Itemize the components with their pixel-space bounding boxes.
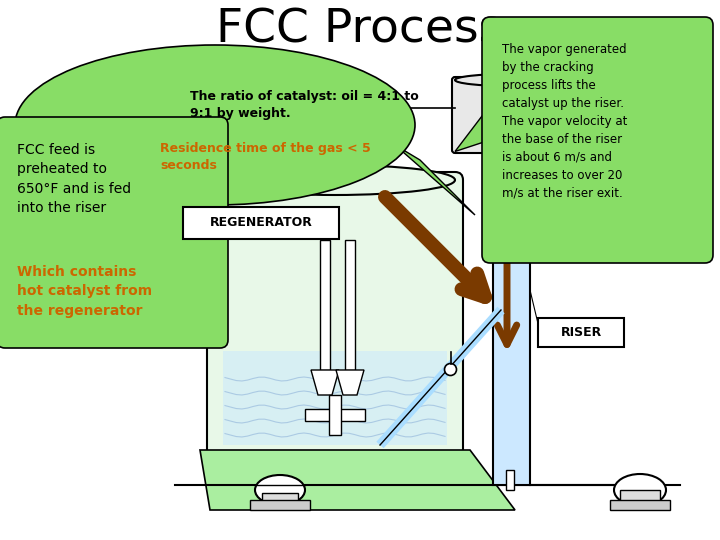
Bar xyxy=(620,490,660,502)
Bar xyxy=(262,493,298,505)
FancyBboxPatch shape xyxy=(207,172,463,458)
Bar xyxy=(305,409,365,421)
Ellipse shape xyxy=(614,474,666,506)
FancyBboxPatch shape xyxy=(183,207,339,239)
FancyBboxPatch shape xyxy=(482,17,713,263)
Bar xyxy=(505,55,515,83)
Bar xyxy=(506,470,514,490)
Text: RISER: RISER xyxy=(560,326,602,339)
Bar xyxy=(500,52,520,58)
Ellipse shape xyxy=(505,52,515,58)
Text: FCC feed is
preheated to
650°F and is fed
into the riser: FCC feed is preheated to 650°F and is fe… xyxy=(17,143,131,215)
Text: Which contains
hot catalyst from
the regenerator: Which contains hot catalyst from the reg… xyxy=(17,265,152,318)
Text: Residence time of the gas < 5
seconds: Residence time of the gas < 5 seconds xyxy=(160,142,371,172)
Bar xyxy=(250,500,310,510)
Polygon shape xyxy=(200,450,515,510)
Bar xyxy=(345,240,355,370)
FancyBboxPatch shape xyxy=(0,117,228,348)
Ellipse shape xyxy=(215,165,455,195)
Polygon shape xyxy=(311,370,339,395)
Bar xyxy=(493,105,530,485)
Bar xyxy=(514,115,522,145)
FancyBboxPatch shape xyxy=(452,77,568,153)
Polygon shape xyxy=(395,145,475,215)
Bar xyxy=(329,395,341,435)
Text: REGENERATOR: REGENERATOR xyxy=(210,217,312,230)
Bar xyxy=(610,500,670,510)
Polygon shape xyxy=(455,105,490,152)
Ellipse shape xyxy=(500,49,520,55)
Circle shape xyxy=(444,363,456,375)
Bar xyxy=(320,240,330,370)
Ellipse shape xyxy=(255,475,305,505)
Bar xyxy=(223,350,447,445)
Polygon shape xyxy=(490,145,506,158)
Text: FCC Process: FCC Process xyxy=(217,8,503,52)
Text: The vapor generated
by the cracking
process lifts the
catalyst up the riser.
The: The vapor generated by the cracking proc… xyxy=(502,43,627,200)
Text: The ratio of catalyst: oil = 4:1 to
9:1 by weight.: The ratio of catalyst: oil = 4:1 to 9:1 … xyxy=(190,90,419,120)
Ellipse shape xyxy=(15,45,415,205)
Ellipse shape xyxy=(455,74,565,86)
FancyBboxPatch shape xyxy=(538,318,624,347)
Polygon shape xyxy=(336,370,364,395)
Polygon shape xyxy=(510,145,526,158)
Bar xyxy=(494,115,502,145)
